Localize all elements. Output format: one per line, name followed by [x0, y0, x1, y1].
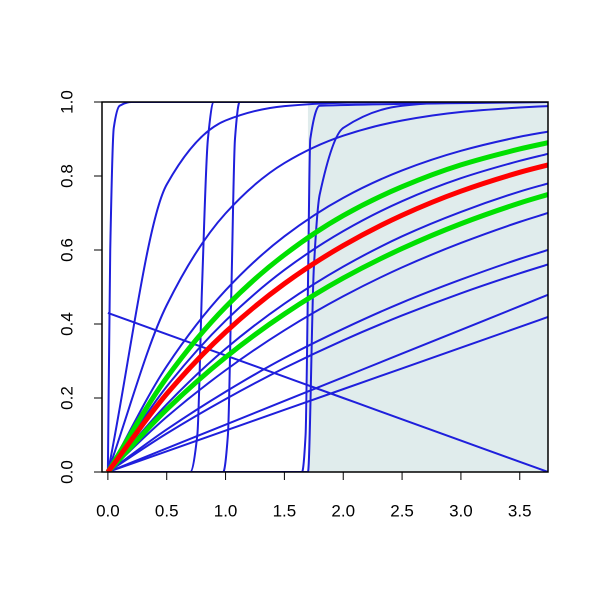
data-line: [105, 140, 548, 472]
data-line: [107, 130, 548, 472]
data-line: [107, 249, 548, 472]
data-line: [106, 105, 548, 472]
data-line: [105, 162, 548, 472]
plot-frame: [101, 101, 549, 473]
data-line: [106, 192, 548, 472]
y-tick-label: 0.2: [57, 386, 76, 410]
x-tick-label: 0.5: [155, 501, 179, 520]
y-tick-label: 0.4: [57, 312, 76, 336]
data-line: [107, 263, 548, 472]
x-tick-label: 2.5: [390, 501, 414, 520]
x-tick-label: 1.0: [214, 501, 238, 520]
x-tick-label: 3.5: [508, 501, 532, 520]
y-tick-label: 0.8: [57, 164, 76, 188]
y-tick-label: 0.0: [57, 460, 76, 484]
data-line: [107, 152, 548, 472]
y-tick-label: 1.0: [57, 90, 76, 114]
x-tick-label: 2.0: [331, 501, 355, 520]
plot-area: [105, 102, 548, 472]
data-line: [107, 316, 548, 472]
data-line: [106, 102, 548, 472]
x-tick-label: 1.5: [273, 501, 297, 520]
data-line: [106, 102, 548, 472]
data-line: [107, 212, 548, 472]
data-line: [107, 293, 548, 472]
shaded-region: [307, 102, 548, 472]
data-line: [107, 182, 548, 472]
x-tick-label: 3.0: [449, 501, 473, 520]
x-tick-label: 0.0: [96, 501, 120, 520]
y-tick-label: 0.6: [57, 238, 76, 262]
